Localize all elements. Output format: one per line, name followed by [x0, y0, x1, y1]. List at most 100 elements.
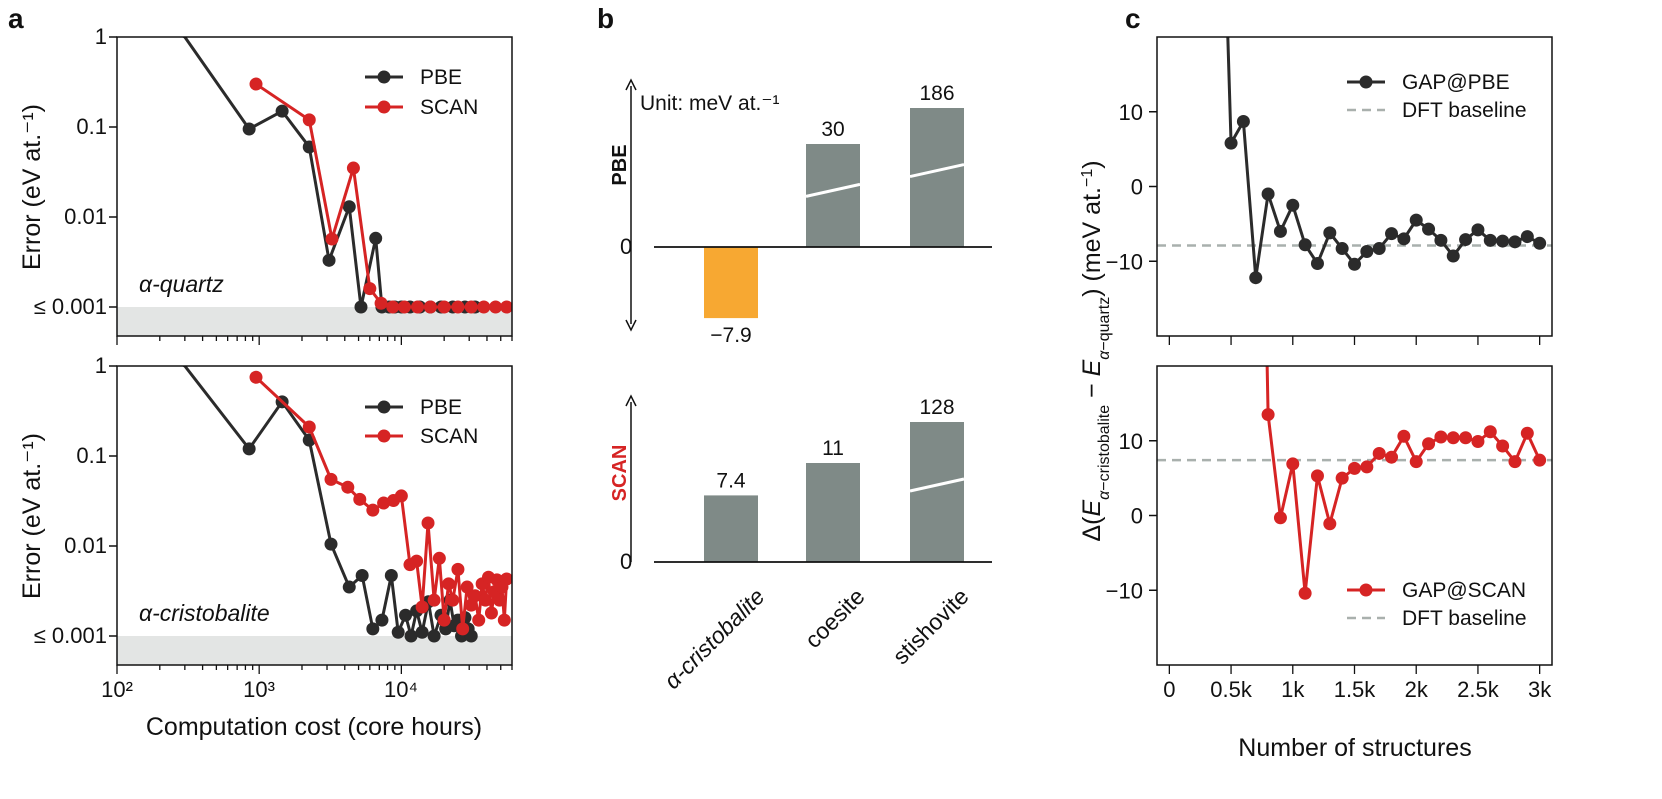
data-point	[1471, 434, 1485, 448]
x-tick-labels: 0 0.5k 1k 1.5k 2k 2.5k 3k	[1163, 677, 1552, 702]
data-point	[397, 300, 411, 314]
data-point	[1471, 223, 1485, 237]
y-ticks	[109, 365, 117, 637]
data-point	[324, 472, 338, 486]
data-point	[1310, 256, 1324, 270]
data-point	[500, 572, 512, 586]
data-point	[1434, 430, 1448, 444]
legend-label-scan: SCAN	[420, 425, 478, 448]
data-point	[366, 622, 380, 636]
data-point	[472, 613, 486, 627]
y-tick-label: −10	[1106, 578, 1143, 603]
data-point	[500, 300, 512, 314]
data-point	[394, 489, 408, 503]
x-ticks	[116, 336, 513, 345]
panel-c-bottom: 10 0 −10 0 0.5k 1k 1.5k 2k 2.5k 3k Number of str…	[1106, 365, 1553, 762]
legend-label-gap-pbe: GAP@PBE	[1402, 71, 1510, 94]
panel-letter-c: c	[1125, 3, 1141, 34]
panel-a-top: 1 0.1 0.01 ≤ 0.001 α-quartz Error (eV at…	[18, 24, 513, 345]
x-tick-label: 0	[1163, 677, 1175, 702]
legend: PBE SCAN	[365, 66, 478, 119]
data-point	[1310, 469, 1324, 483]
category-label: α-cristobalite	[659, 583, 770, 694]
data-point	[477, 300, 491, 314]
data-point	[374, 296, 388, 310]
data-point	[1508, 235, 1522, 249]
data-point	[497, 613, 511, 627]
data-point	[1224, 136, 1238, 150]
x-ticks	[1168, 665, 1541, 674]
legend-label-gap-scan: GAP@SCAN	[1402, 579, 1526, 602]
data-point	[1372, 242, 1386, 256]
axis-break-mark	[909, 163, 965, 179]
bar-value-label: −7.9	[710, 324, 751, 347]
data-point	[1298, 238, 1312, 252]
axes-frame	[116, 365, 513, 666]
bar-cristobalite	[704, 247, 758, 319]
data-point	[1360, 460, 1374, 474]
data-point	[342, 580, 356, 594]
data-point	[1335, 471, 1349, 485]
data-point	[341, 480, 355, 494]
data-point	[432, 551, 446, 565]
data-point	[460, 580, 474, 594]
data-point	[1496, 234, 1510, 248]
data-point	[1261, 408, 1275, 422]
bar-stishovite	[910, 422, 964, 562]
data-point	[404, 629, 418, 643]
series-pbe	[181, 37, 482, 314]
data-point	[1385, 450, 1399, 464]
data-point	[1434, 233, 1448, 247]
data-point	[451, 562, 465, 576]
legend-label-baseline: DFT baseline	[1402, 607, 1527, 630]
data-point	[464, 300, 478, 314]
x-tick-label: 10⁴	[384, 677, 418, 702]
data-point	[346, 161, 360, 175]
data-point	[1496, 439, 1510, 453]
axis-arrow-vertical	[625, 394, 637, 562]
data-point	[423, 300, 437, 314]
data-point	[1483, 233, 1497, 247]
data-point	[322, 253, 336, 267]
legend-marker-gap-pbe	[1359, 75, 1373, 89]
data-point	[1446, 249, 1460, 263]
data-point	[1360, 245, 1374, 259]
arrow-head-up	[625, 78, 637, 91]
data-point	[437, 613, 451, 627]
data-point	[427, 629, 441, 643]
bar-group: −7.9 30 186	[704, 82, 965, 347]
legend-marker-pbe	[377, 70, 391, 84]
legend-label-pbe: PBE	[420, 66, 462, 89]
data-point	[415, 600, 429, 614]
data-point	[1409, 455, 1423, 469]
bar-cristobalite	[704, 495, 758, 562]
data-point	[437, 300, 451, 314]
data-point	[446, 593, 460, 607]
data-point	[478, 593, 492, 607]
structure-annotation: α-cristobalite	[139, 600, 270, 626]
legend-marker-pbe	[377, 400, 391, 414]
bar-coesite	[806, 463, 860, 562]
structure-annotation: α-quartz	[139, 271, 224, 297]
data-point	[1236, 114, 1250, 128]
data-point	[1397, 429, 1411, 443]
y-ticks: 10 0 −10	[1106, 429, 1157, 603]
y-tick-label: 10	[1119, 429, 1143, 454]
y-tick-label: ≤ 0.001	[34, 623, 107, 648]
scan-side-label: SCAN	[609, 445, 631, 502]
shaded-floor-region	[117, 636, 512, 665]
y-tick-label: −10	[1106, 249, 1143, 274]
zero-label: 0	[620, 549, 632, 574]
data-point	[363, 282, 377, 296]
y-tick-label: 0	[1131, 175, 1143, 200]
panel-letter-b: b	[597, 3, 614, 34]
data-point	[456, 622, 470, 636]
data-point	[325, 232, 339, 246]
category-label: stishovite	[887, 583, 973, 669]
data-point	[242, 442, 256, 456]
data-point	[1273, 511, 1287, 525]
y-axis-label-c: Δ(Eα−cristobalite − Eα−quartz) (meV at.−…	[1078, 160, 1113, 541]
data-point	[1323, 226, 1337, 240]
y-tick-label: 1	[95, 353, 107, 378]
